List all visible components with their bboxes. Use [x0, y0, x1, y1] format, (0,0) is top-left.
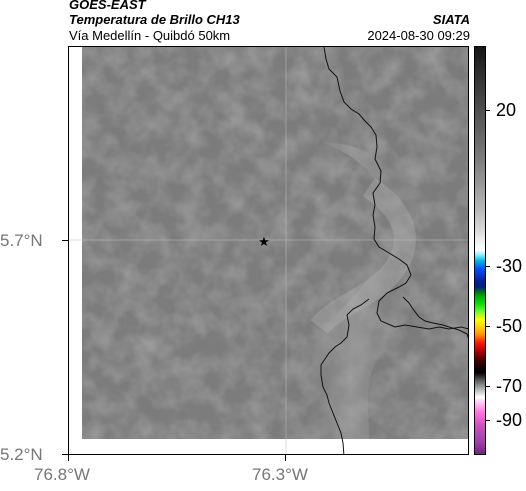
colorbar-label--70: -70 — [496, 376, 523, 396]
colorbar-tick--30 — [486, 266, 490, 267]
colorbar-tick--70 — [486, 386, 490, 387]
lon-label-76.3: 76.3°W — [252, 465, 308, 484]
colorbar-label--90: -90 — [496, 410, 523, 430]
lat-label-5.7: 5.7°N — [0, 231, 43, 250]
colorbar-label-20: 20 — [496, 100, 517, 120]
colorbar — [474, 46, 486, 455]
product-title: GOES-EAST — [69, 0, 146, 12]
lon-tick-76.8 — [68, 455, 69, 461]
colorbar-label--30: -30 — [496, 256, 523, 276]
colorbar-tick-20 — [486, 110, 490, 111]
lat-tick-5.7 — [62, 240, 68, 241]
timestamp-label: 2024-08-30 09:29 — [367, 28, 470, 43]
colorbar-tick--90 — [486, 420, 490, 421]
lon-tick-76.3 — [285, 455, 286, 461]
satellite-map: ★ — [68, 46, 469, 455]
colorbar-tick--50 — [486, 326, 490, 327]
department-border — [323, 47, 468, 330]
org-label: SIATA — [432, 12, 470, 27]
lat-label-5.2: 5.2°N — [0, 445, 43, 464]
star-icon: ★ — [258, 235, 270, 250]
colorbar-label--50: -50 — [496, 316, 523, 336]
product-subtitle: Temperatura de Brillo CH13 — [69, 12, 240, 27]
lat-tick-5.2 — [62, 454, 68, 455]
department-border-2 — [402, 296, 468, 339]
lon-label-76.8: 76.8°W — [34, 465, 90, 484]
satellite-image: ★ — [69, 47, 468, 454]
department-border-3 — [320, 298, 370, 454]
region-label: Vía Medellín - Quibdó 50km — [69, 28, 231, 43]
